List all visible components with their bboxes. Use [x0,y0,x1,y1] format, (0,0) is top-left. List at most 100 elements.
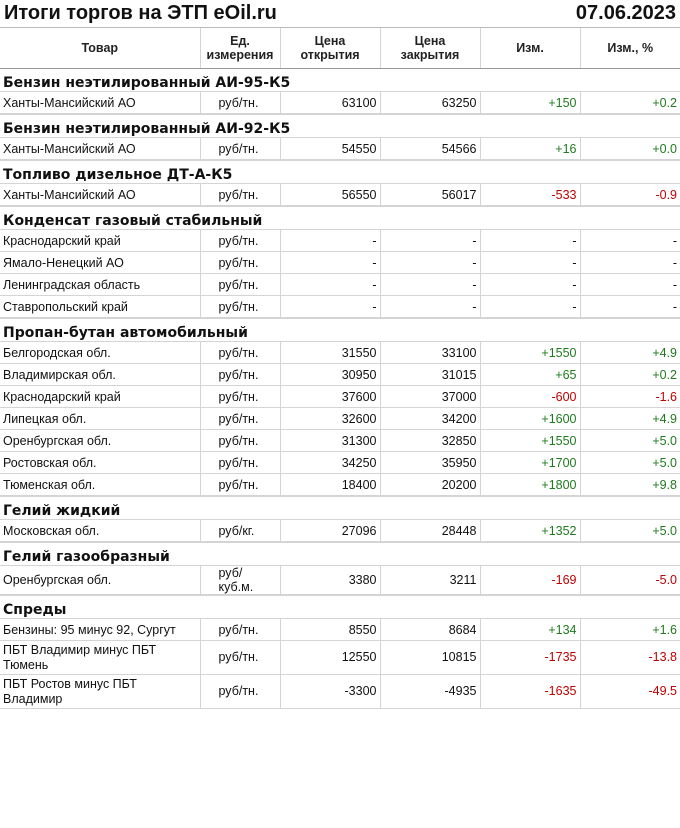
data-row: Тюменская обл. руб/тн. 18400 20200 +1800 +9.8 [0,473,680,496]
close-price: 63250 [379,91,480,114]
close-price: - [379,251,480,274]
open-price: - [279,251,380,274]
close-price: 8684 [379,618,480,641]
unit: руб/кг. [199,519,280,542]
change: +1600 [479,407,580,430]
change-pct: - [579,273,680,296]
unit: руб/тн. [199,407,280,430]
change: +134 [479,618,580,641]
product: Липецкая обл. [0,407,200,430]
data-row: Ставропольский край руб/тн. - - - - [0,295,680,318]
change: +1550 [479,429,580,452]
section-row: Пропан-бутан автомобильный [0,318,680,342]
data-row: Ханты-Мансийский АО руб/тн. 63100 63250 +150… [0,91,680,114]
spacer-cell [0,159,680,161]
title-bar: Итоги торгов на ЭТП eOil.ru 07.06.2023 [0,0,680,28]
spacer-row [0,594,680,596]
close-price: 32850 [379,429,480,452]
close-price: 3211 [379,565,480,595]
close-price: 56017 [379,183,480,206]
product: Тюменская обл. [0,473,200,496]
column-header: Товар [0,28,200,69]
title: Итоги торгов на ЭТП eOil.ru [4,2,277,24]
change-pct: +4.9 [579,407,680,430]
data-row: Липецкая обл. руб/тн. 32600 34200 +1600 +4.9 [0,407,680,430]
change: +16 [479,137,580,160]
change: +65 [479,363,580,386]
open-price: 54550 [279,137,380,160]
date: 07.06.2023 [575,2,676,24]
data-row: ПБТ Владимир минус ПБТ Тюмень руб/тн. 1255… [0,640,680,675]
product: Белгородская обл. [0,341,200,364]
column-header: Изм. [479,28,580,69]
change-pct: -0.9 [579,183,680,206]
change: -1735 [479,640,580,675]
open-price: 37600 [279,385,380,408]
unit: руб/тн. [199,618,280,641]
product: Ханты-Мансийский АО [0,137,200,160]
spacer-row [0,205,680,207]
open-price: 18400 [279,473,380,496]
change-pct: +0.2 [579,91,680,114]
spacer-row [0,159,680,161]
table-body: Бензин неэтилированный АИ-95-К5 Ханты-Ман… [0,68,680,709]
product: Оренбургская обл. [0,565,200,595]
spacer-row [0,113,680,115]
section-row: Спреды [0,595,680,619]
product: Краснодарский край [0,229,200,252]
open-price: 32600 [279,407,380,430]
change-pct: +1.6 [579,618,680,641]
spacer-cell [0,495,680,497]
section-title: Гелий газообразный [0,542,680,566]
data-row: Бензины: 95 минус 92, Сургут руб/тн. 8550 8… [0,618,680,641]
unit: руб/тн. [199,295,280,318]
close-price: -4935 [379,674,480,709]
unit: руб/тн. [199,251,280,274]
change-pct: +0.0 [579,137,680,160]
change: -600 [479,385,580,408]
product: Ростовская обл. [0,451,200,474]
close-price: 37000 [379,385,480,408]
open-price: - [279,273,380,296]
change: +1352 [479,519,580,542]
open-price: 8550 [279,618,380,641]
change: +150 [479,91,580,114]
change-pct: +5.0 [579,519,680,542]
close-price: 31015 [379,363,480,386]
product: Ставропольский край [0,295,200,318]
change: - [479,273,580,296]
change: - [479,229,580,252]
section-title: Пропан-бутан автомобильный [0,318,680,342]
section-row: Гелий газообразный [0,542,680,566]
section-row: Топливо дизельное ДТ-А-К5 [0,160,680,184]
data-row: Белгородская обл. руб/тн. 31550 33100 +1550 +… [0,341,680,364]
close-price: 10815 [379,640,480,675]
change: +1700 [479,451,580,474]
open-price: 12550 [279,640,380,675]
product: Владимирская обл. [0,363,200,386]
section-row: Бензин неэтилированный АИ-95-К5 [0,68,680,92]
data-row: Оренбургская обл. руб/тн. 31300 32850 +1550 +… [0,429,680,452]
unit: руб/тн. [199,674,280,709]
data-row: Ростовская обл. руб/тн. 34250 35950 +1700 +5.… [0,451,680,474]
section-title: Гелий жидкий [0,496,680,520]
change-pct: +5.0 [579,429,680,452]
unit: руб/тн. [199,640,280,675]
change: +1550 [479,341,580,364]
spacer-cell [0,594,680,596]
unit: руб/тн. [199,341,280,364]
change-pct: - [579,229,680,252]
column-header: Изм., % [579,28,680,69]
product: Ханты-Мансийский АО [0,91,200,114]
header-row: Товар Ед. измерения Цена открытия Цена закр… [0,28,680,69]
change-pct: -1.6 [579,385,680,408]
open-price: 63100 [279,91,380,114]
data-row: Краснодарский край руб/тн. - - - - [0,229,680,252]
unit: руб/тн. [199,91,280,114]
product: ПБТ Владимир минус ПБТ Тюмень [0,640,200,675]
unit: руб/тн. [199,385,280,408]
section-title: Бензин неэтилированный АИ-92-К5 [0,114,680,138]
section-title: Спреды [0,595,680,619]
unit: руб/куб.м. [199,565,280,595]
